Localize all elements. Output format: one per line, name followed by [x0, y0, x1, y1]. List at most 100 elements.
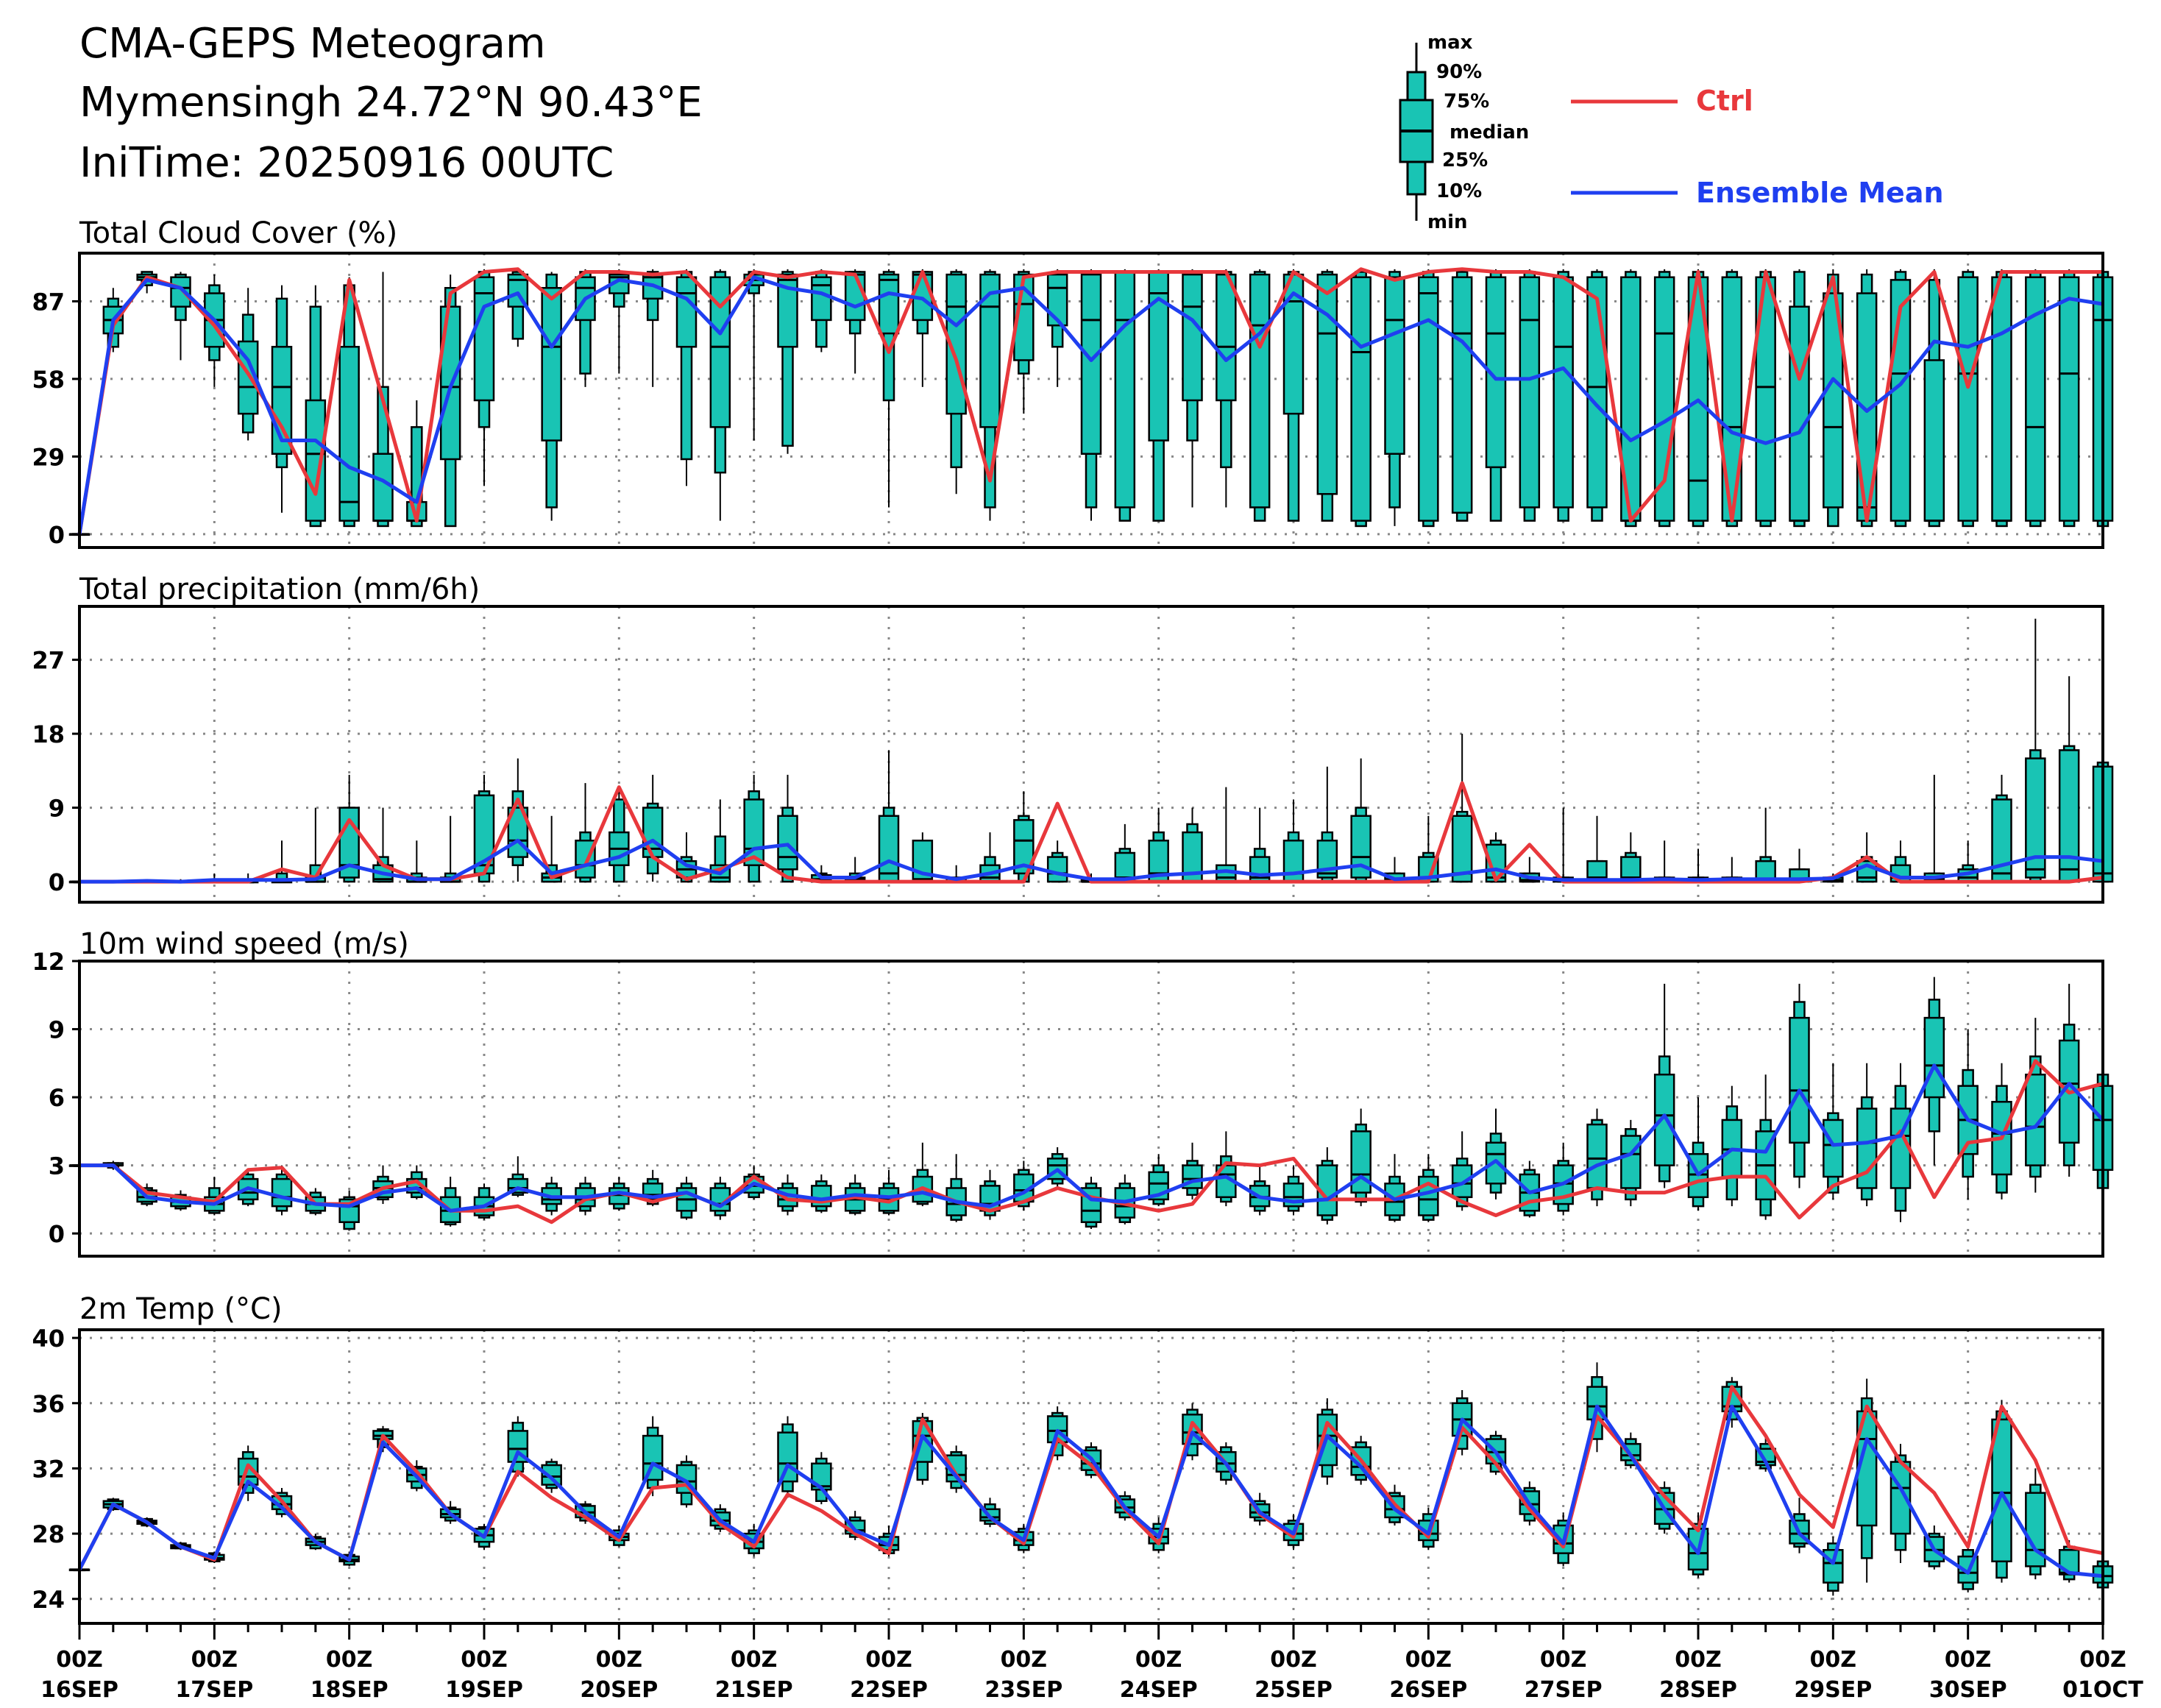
x-tick-label-time: 00Z [596, 1647, 643, 1673]
ensemble-box [1316, 269, 1338, 522]
x-tick-label-date: 25SEP [1255, 1677, 1333, 1703]
ensemble-box [271, 840, 293, 884]
ensemble-box [541, 272, 562, 521]
box-inner [1789, 1520, 1810, 1545]
box-inner [338, 346, 360, 522]
ensemble-box [1923, 269, 1945, 528]
x-tick-label-time: 00Z [1270, 1647, 1317, 1673]
legend-label-p25: 25% [1442, 149, 1488, 171]
y-tick-label: 0 [49, 868, 65, 896]
ensemble-box [1586, 1108, 1608, 1207]
ensemble-box [1114, 823, 1136, 883]
ensemble-box [1721, 269, 1743, 528]
ensemble-box [777, 774, 798, 883]
ensemble-box [811, 1174, 832, 1213]
y-tick-label: 24 [32, 1586, 65, 1614]
ensemble-box [1046, 269, 1068, 387]
panel-frame [78, 960, 2104, 1258]
box-inner [1216, 273, 1237, 402]
x-tick-label-date: 19SEP [445, 1677, 523, 1703]
ensemble-box [1586, 269, 1608, 522]
box-inner [1451, 815, 1473, 883]
panel-title: Total Cloud Cover (%) [79, 216, 397, 250]
legend: max 90% 75% median 25% 10% min Ctrl Ense… [1399, 32, 1944, 233]
box-inner [675, 276, 698, 348]
ensemble-box [1384, 1154, 1405, 1222]
box-inner [1451, 276, 1473, 514]
y-tick-label: 18 [32, 720, 65, 748]
legend-label-max: max [1427, 32, 1473, 54]
ensemble-box [2058, 269, 2080, 528]
ensemble-box [1823, 1063, 1844, 1200]
x-tick-label-time: 00Z [461, 1647, 508, 1673]
ensemble-box [1653, 269, 1675, 528]
y-tick-label: 27 [32, 647, 65, 675]
ensemble-box [1991, 269, 2012, 528]
ensemble-box [1991, 1400, 2012, 1583]
x-tick-label-time: 00Z [1405, 1647, 1452, 1673]
ensemble-box [878, 1169, 900, 1216]
box-inner [777, 1431, 798, 1483]
y-tick-label: 58 [32, 366, 65, 394]
x-tick-label-time: 00Z [1945, 1647, 1992, 1673]
x-tick-label-date: 27SEP [1525, 1677, 1603, 1703]
y-tick-label: 3 [49, 1152, 65, 1180]
box-inner [372, 453, 394, 522]
x-tick-label-date: 29SEP [1794, 1677, 1872, 1703]
ensemble-box [1350, 758, 1372, 883]
box-inner [1451, 1164, 1473, 1199]
ensemble-box [2025, 269, 2046, 528]
box-inner [1384, 276, 1405, 455]
x-tick-label-date: 01OCT [2062, 1677, 2143, 1703]
ensemble-box [2025, 618, 2046, 883]
ensemble-box [1553, 269, 1574, 522]
ensemble-box [1923, 774, 1945, 883]
box-inner [1182, 273, 1203, 402]
ensemble-box [1586, 815, 1608, 883]
y-tick-label: 40 [32, 1325, 65, 1353]
header: CMA-GEPS Meteogram Mymensingh 24.72°N 90… [79, 20, 703, 187]
x-tick-label-date: 17SEP [175, 1677, 253, 1703]
ensemble-box [1889, 269, 1912, 528]
box-inner [1823, 1119, 1844, 1178]
ensemble-box [1114, 269, 1136, 522]
box-inner [271, 1177, 293, 1208]
ensemble-box [439, 815, 461, 883]
ensemble-mean-line [79, 1063, 2104, 1213]
box-inner [1923, 1016, 1945, 1099]
chart-title: CMA-GEPS Meteogram [79, 20, 546, 68]
ensemble-box [2025, 1468, 2046, 1580]
box-inner [575, 840, 596, 879]
ensemble-box [1249, 807, 1271, 883]
y-tick-label: 12 [32, 948, 65, 976]
box-inner [1046, 856, 1068, 883]
box-inner [1889, 279, 1912, 522]
ensemble-box [1789, 269, 1810, 528]
ensemble-box [777, 1416, 798, 1498]
ensemble-box [844, 269, 866, 374]
ensemble-box [777, 269, 798, 454]
ensemble-box [675, 1177, 698, 1220]
legend-label-p10: 10% [1436, 180, 1482, 202]
x-tick-label-time: 00Z [1135, 1647, 1182, 1673]
panel-title: 10m wind speed (m/s) [79, 927, 409, 961]
box-inner [1586, 1123, 1608, 1189]
legend-label-min: min [1427, 211, 1468, 233]
box-inner [2058, 1549, 2080, 1576]
ensemble-box [1789, 983, 1810, 1188]
ensemble-box [1249, 1165, 1271, 1216]
panel-title: Total precipitation (mm/6h) [79, 573, 480, 606]
ensemble-box [1856, 1063, 1878, 1207]
ensemble-box [1553, 807, 1574, 883]
x-tick-label-time: 00Z [1675, 1647, 1722, 1673]
y-tick-label: 32 [32, 1455, 65, 1483]
box-inner [1789, 305, 1810, 522]
box-inner [777, 815, 798, 871]
ensemble-box [1823, 1537, 1844, 1596]
panel-frame [78, 605, 2104, 904]
x-tick-label-date: 23SEP [984, 1677, 1062, 1703]
box-inner [1046, 273, 1068, 327]
ensemble-box [743, 774, 764, 883]
legend-label-p90: 90% [1436, 61, 1482, 83]
